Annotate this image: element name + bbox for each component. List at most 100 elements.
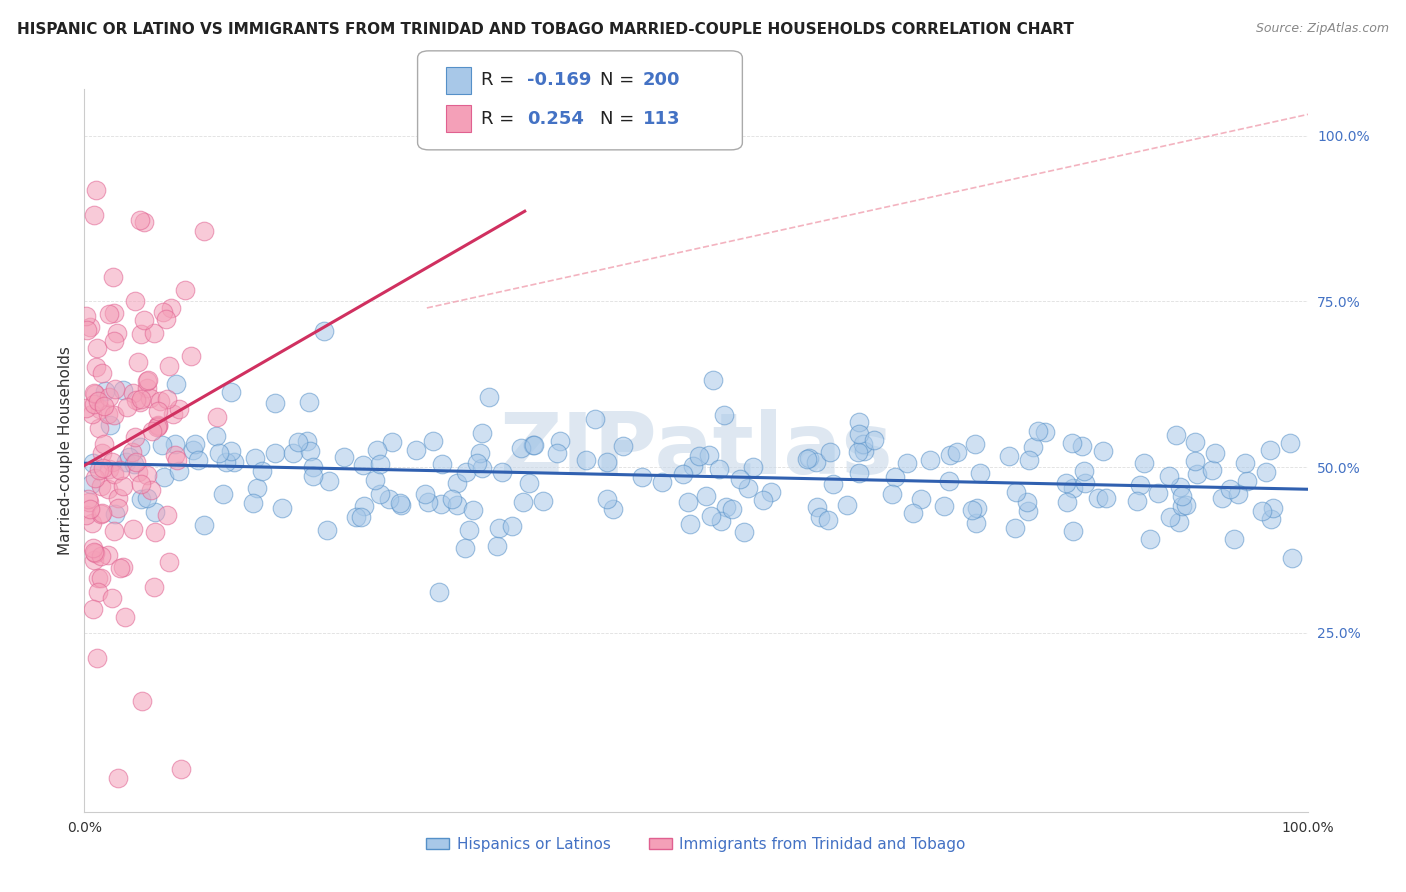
Point [350, 509, 373, 524]
Point [808, 509, 831, 524]
Point [219, 385, 242, 400]
Point [702, 373, 724, 387]
Point [1159, 509, 1181, 524]
Point [79, 501, 101, 516]
Point [965, 437, 987, 451]
Point [187, 453, 209, 467]
Point [821, 477, 844, 491]
Point [103, 467, 125, 482]
Point [84, 387, 107, 401]
Point [162, 408, 184, 422]
Legend: Hispanics or Latinos, Immigrants from Trinidad and Tobago: Hispanics or Latinos, Immigrants from Tr… [420, 831, 972, 858]
Point [1056, 494, 1078, 508]
Point [471, 426, 494, 441]
Point [205, 429, 228, 443]
Point [93, 437, 115, 451]
Point [97, 307, 120, 321]
Point [1281, 551, 1303, 566]
Point [93, 399, 115, 413]
Point [75, 401, 97, 416]
Point [84, 183, 107, 197]
Point [381, 434, 404, 449]
Point [145, 505, 167, 519]
Point [1005, 485, 1028, 500]
Point [430, 457, 453, 471]
Point [1091, 444, 1114, 458]
Point [486, 539, 509, 553]
Point [141, 483, 163, 498]
Point [86, 341, 108, 355]
Point [465, 456, 488, 470]
Point [997, 450, 1019, 464]
Point [1146, 485, 1168, 500]
Point [651, 475, 673, 490]
Point [97, 408, 120, 422]
Point [82, 602, 104, 616]
Point [1062, 482, 1084, 496]
Point [89, 420, 111, 434]
Point [136, 467, 159, 482]
Y-axis label: Married-couple Households: Married-couple Households [58, 346, 73, 555]
Point [1087, 491, 1109, 505]
Point [1254, 465, 1277, 479]
Point [1159, 469, 1181, 483]
Point [1279, 436, 1302, 450]
Point [107, 500, 129, 515]
Point [1026, 425, 1049, 439]
Point [112, 560, 135, 574]
Point [156, 508, 179, 522]
Text: 0.254: 0.254 [527, 110, 583, 128]
Point [852, 437, 875, 451]
Point [454, 541, 477, 555]
Point [1260, 512, 1282, 526]
Point [167, 464, 190, 478]
Point [83, 545, 105, 559]
Point [173, 283, 195, 297]
Point [501, 519, 523, 533]
Point [817, 513, 839, 527]
Point [208, 446, 231, 460]
Point [422, 434, 444, 448]
Point [678, 495, 700, 509]
Point [103, 524, 125, 539]
Point [149, 393, 172, 408]
Point [83, 397, 105, 411]
Point [575, 453, 598, 467]
Point [1018, 453, 1040, 467]
Point [416, 494, 439, 508]
Point [127, 465, 149, 479]
Point [1073, 464, 1095, 478]
Point [368, 457, 391, 471]
Point [131, 477, 153, 491]
Point [264, 395, 287, 409]
Point [370, 487, 392, 501]
Point [1170, 480, 1192, 494]
Point [583, 412, 606, 426]
Point [128, 440, 150, 454]
Point [733, 524, 755, 539]
Point [1184, 434, 1206, 449]
Point [146, 420, 169, 434]
Point [1060, 436, 1083, 450]
Point [87, 394, 110, 409]
Point [86, 650, 108, 665]
Point [124, 430, 146, 444]
Point [84, 546, 107, 560]
Point [243, 450, 266, 465]
Point [939, 448, 962, 462]
Point [87, 584, 110, 599]
Point [1017, 495, 1039, 509]
Point [264, 446, 287, 460]
Point [848, 427, 870, 442]
Point [96, 482, 118, 496]
Point [82, 541, 104, 555]
Text: R =: R = [481, 110, 520, 128]
Point [846, 445, 869, 459]
Point [246, 481, 269, 495]
Point [429, 496, 451, 510]
Point [143, 580, 166, 594]
Point [1021, 440, 1043, 454]
Point [488, 521, 510, 535]
Point [83, 386, 105, 401]
Point [896, 456, 918, 470]
